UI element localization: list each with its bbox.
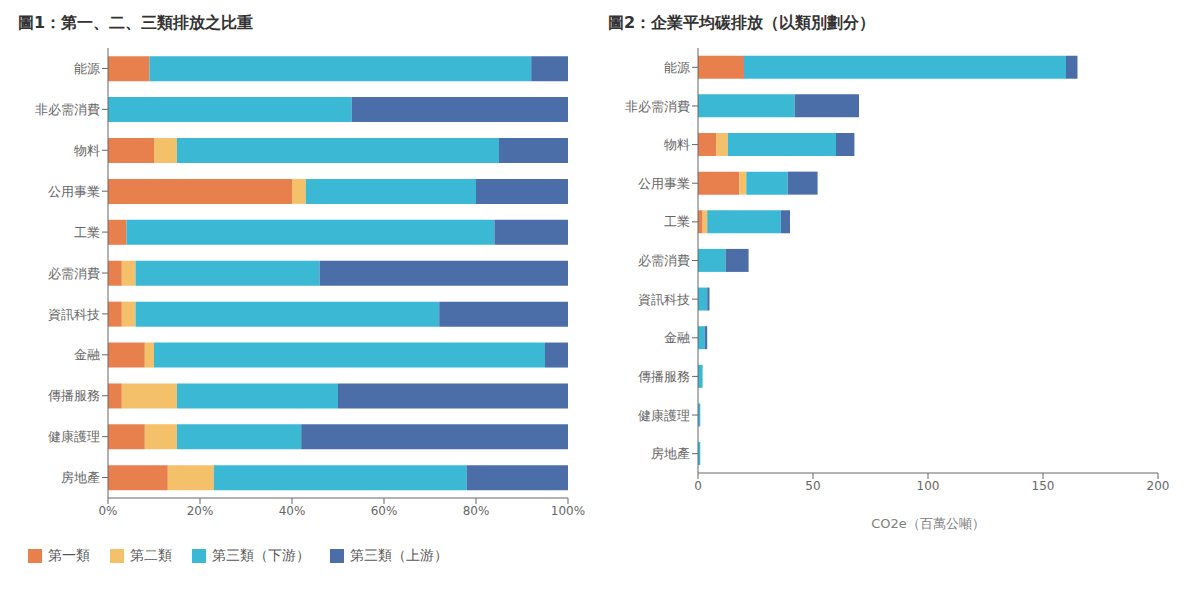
svg-text:非必需消費: 非必需消費 [35,102,100,117]
html-text:圖1：第一、二、三類排放之比重: 圖1：第一、二、三類排放之比重 [18,13,254,32]
svg-text:工業: 工業 [74,225,100,240]
svg-text:傳播服務: 傳播服務 [47,388,100,403]
html-text:第二類: 第二類 [130,547,172,563]
svg-text:必需消費: 必需消費 [48,266,100,281]
svg-text:公用事業: 公用事業 [48,184,100,199]
svg-text:CO2e（百萬公噸）: CO2e（百萬公噸） [871,516,985,531]
svg-text:50: 50 [805,479,820,493]
svg-text:100%: 100% [551,504,585,518]
svg-text:健康護理: 健康護理 [638,408,690,423]
svg-text:金融: 金融 [74,347,100,362]
svg-text:金融: 金融 [664,330,690,345]
svg-text:40%: 40% [279,504,306,518]
html-text:第三類（下游）: 第三類（下游） [212,547,310,563]
svg-text:非必需消費: 非必需消費 [625,99,690,114]
svg-text:公用事業: 公用事業 [638,176,690,191]
svg-text:工業: 工業 [664,214,690,229]
svg-text:200: 200 [1147,479,1170,493]
svg-text:150: 150 [1032,479,1055,493]
svg-text:0%: 0% [98,504,117,518]
html-text:圖2：企業平均碳排放（以類別劃分）: 圖2：企業平均碳排放（以類別劃分） [608,13,876,32]
svg-text:能源: 能源 [664,60,690,75]
svg-text:健康護理: 健康護理 [48,429,100,444]
html-text:第三類（上游）: 第三類（上游） [350,547,448,563]
svg-text:資訊科技: 資訊科技 [638,292,690,307]
svg-text:0: 0 [694,479,702,493]
svg-text:物料: 物料 [74,143,100,158]
svg-text:80%: 80% [463,504,490,518]
svg-text:房地產: 房地產 [61,470,100,485]
html-text:第一類: 第一類 [48,547,90,563]
svg-text:60%: 60% [371,504,398,518]
svg-text:20%: 20% [187,504,214,518]
svg-text:房地產: 房地產 [651,446,690,461]
svg-text:資訊科技: 資訊科技 [48,307,100,322]
svg-text:傳播服務: 傳播服務 [637,369,690,384]
svg-text:100: 100 [917,479,940,493]
svg-text:能源: 能源 [74,61,100,76]
svg-text:必需消費: 必需消費 [638,253,690,268]
svg-text:物料: 物料 [664,137,690,152]
